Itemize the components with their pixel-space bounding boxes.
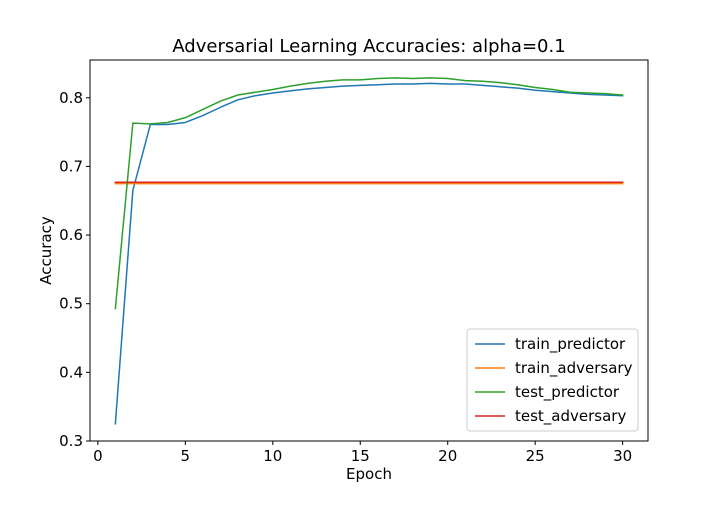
legend: train_predictor train_adversary test_predi… <box>466 328 639 432</box>
x-axis-label: Epoch <box>346 465 392 483</box>
series-line-train-predictor <box>114 82 624 425</box>
y-tick-label: 0.8 <box>59 89 83 107</box>
legend-label-test-predictor: test_predictor <box>515 383 620 402</box>
y-axis: 0.3 0.4 0.5 0.6 0.7 0.8 <box>59 89 90 450</box>
y-tick-label: 0.7 <box>59 157 83 175</box>
x-tick-label: 5 <box>181 447 191 465</box>
plot-frame <box>89 59 649 442</box>
x-tick-label: 30 <box>613 447 632 465</box>
x-axis: 0 5 10 15 20 25 30 <box>93 441 632 465</box>
legend-label-test-adversary: test_adversary <box>515 407 626 426</box>
series-layer <box>114 77 624 425</box>
x-tick-label: 0 <box>93 447 103 465</box>
y-tick-label: 0.5 <box>59 295 83 313</box>
y-tick-label: 0.4 <box>59 363 83 381</box>
y-axis-label: Accuracy <box>37 216 55 285</box>
chart-title: Adversarial Learning Accuracies: alpha=0… <box>172 36 565 57</box>
legend-label-train-adversary: train_adversary <box>515 359 633 378</box>
x-tick-label: 10 <box>263 447 282 465</box>
series-line-test-predictor <box>114 77 624 310</box>
y-tick-label: 0.3 <box>59 432 83 450</box>
x-tick-label: 25 <box>526 447 545 465</box>
legend-box <box>466 328 639 432</box>
x-tick-label: 15 <box>351 447 370 465</box>
legend-label-train-predictor: train_predictor <box>515 335 626 354</box>
y-tick-label: 0.6 <box>59 226 83 244</box>
x-tick-label: 20 <box>438 447 457 465</box>
